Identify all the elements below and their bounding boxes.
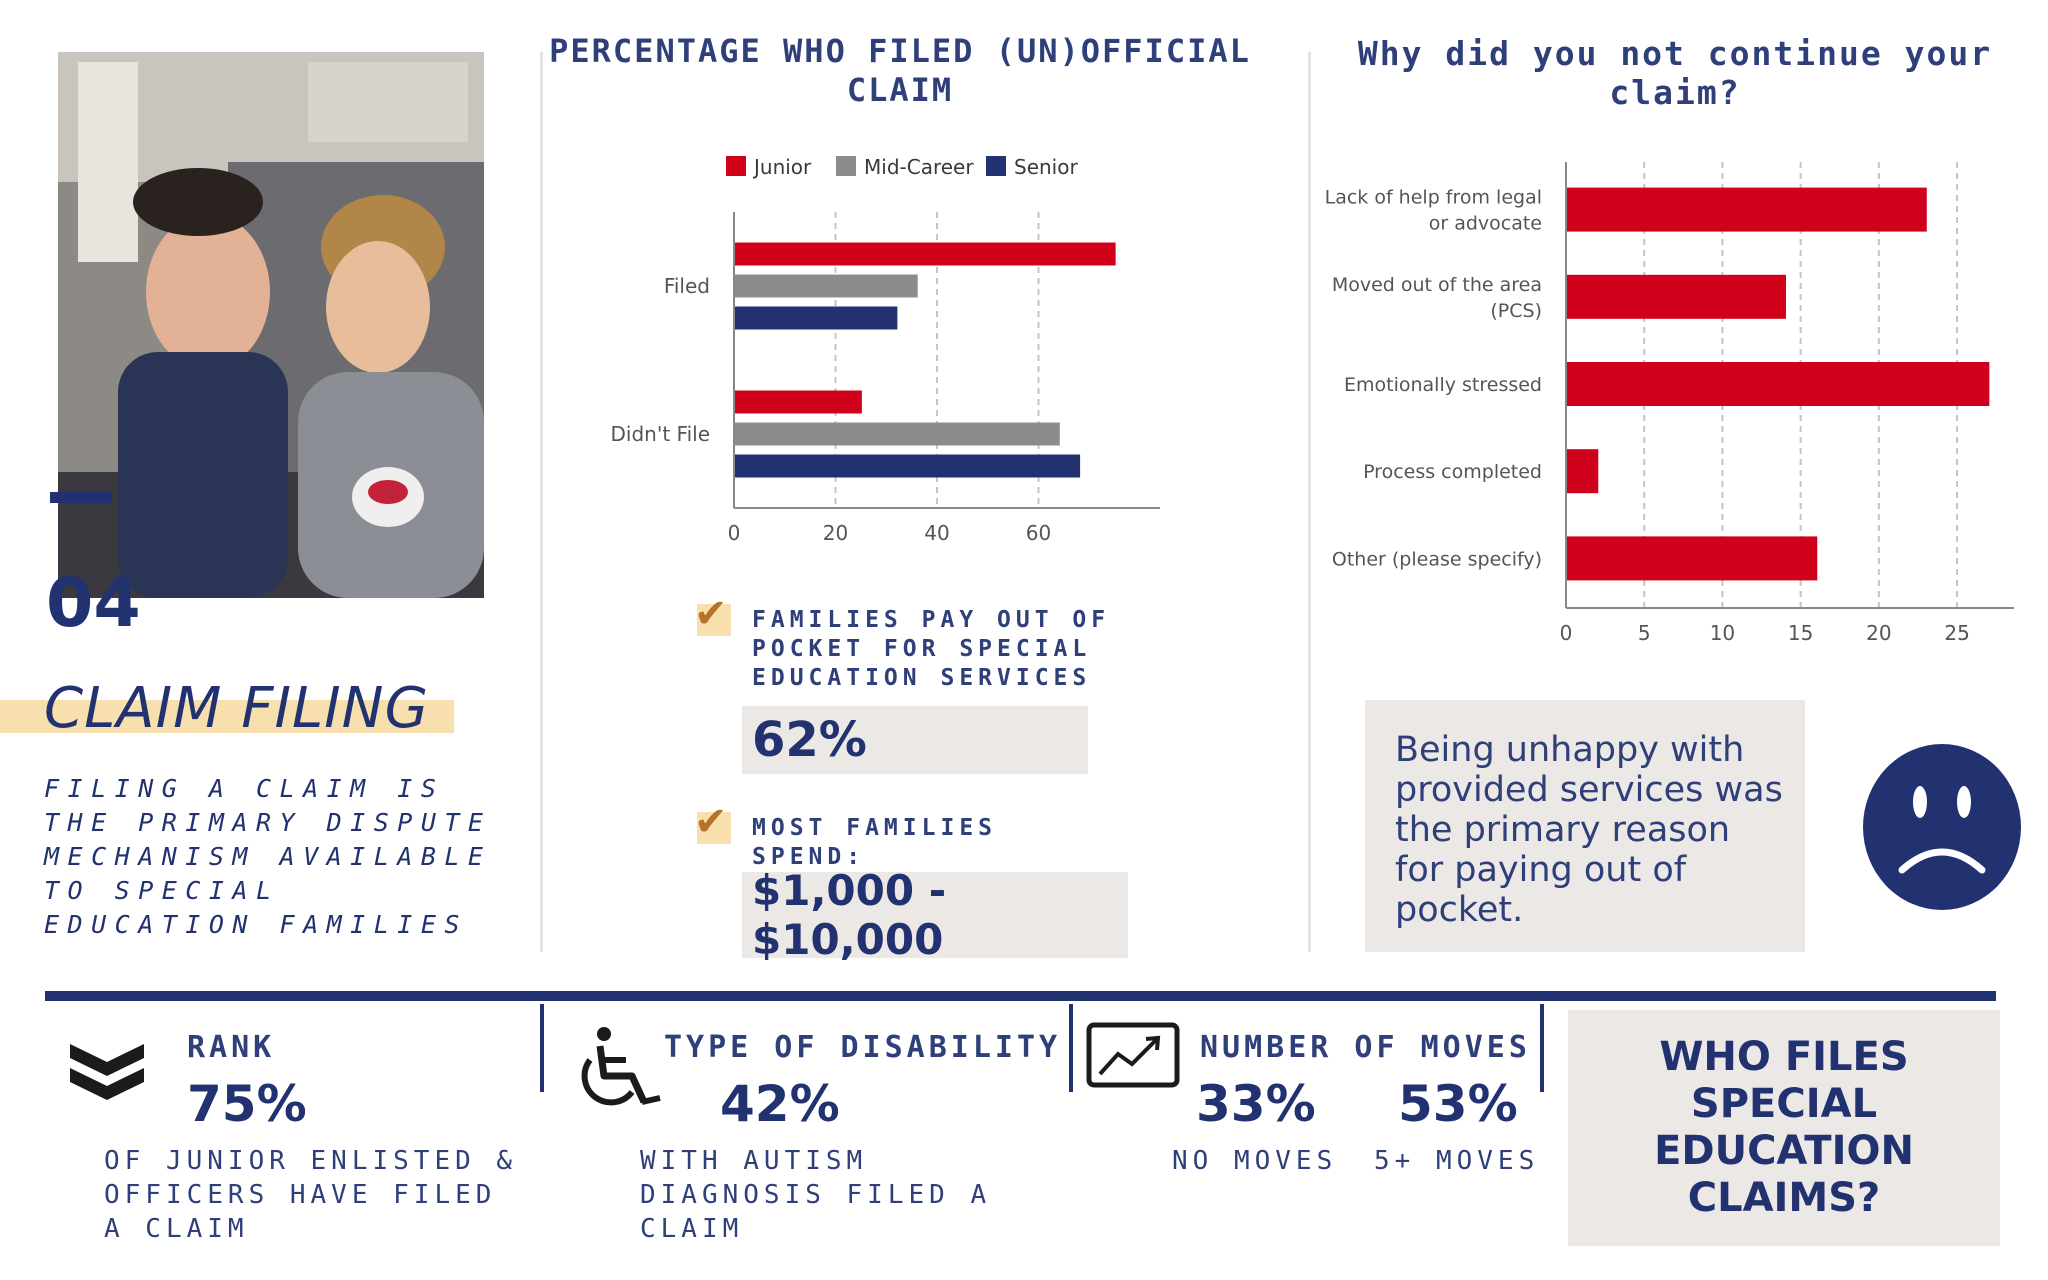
bottom-rule [45, 991, 1996, 1001]
checkmark-icon: ✔ [694, 800, 728, 844]
category-label: Filed [664, 274, 710, 298]
category-label: Didn't File [611, 422, 711, 446]
rank-value: 75% [187, 1075, 307, 1133]
title-highlight [0, 700, 454, 733]
pay-label: FAMILIES PAY OUT OF POCKET FOR SPECIAL E… [752, 607, 1111, 691]
column-divider-1 [540, 52, 543, 952]
disability-heading: TYPE OF DISABILITY [664, 1030, 1062, 1065]
bar [735, 454, 1081, 478]
moves-sub-many: 5+ MOVES [1374, 1146, 1540, 1176]
tick-label: 0 [728, 521, 741, 545]
tick-label: 40 [924, 521, 949, 545]
filed-claim-chart: Junior Mid-Career Senior 0 20 40 60 Filed Didn't… [611, 155, 1160, 545]
bar [735, 390, 862, 414]
legend-label: Mid-Career [864, 155, 974, 179]
checkbox-2 [697, 812, 731, 844]
category-label: Other (please specify) [1332, 548, 1542, 570]
spend-value: $1,000 - $10,000 [742, 866, 1128, 964]
legend-swatch [836, 156, 856, 176]
bottom-divider-3 [1540, 1004, 1544, 1092]
chart1-title: PERCENTAGE WHO FILED (UN)OFFICIAL CLAIM [549, 32, 1251, 109]
tick-label: 20 [823, 521, 848, 545]
family-photo [58, 52, 484, 598]
bar [1567, 536, 1818, 581]
chevron-rank-icon [70, 1044, 144, 1100]
legend-swatch [986, 156, 1006, 176]
tick-label: 15 [1788, 621, 1813, 645]
bar [1567, 187, 1927, 232]
checkmark-icon: ✔ [694, 592, 728, 636]
tick-label: 0 [1560, 621, 1573, 645]
checkbox-1 [697, 604, 731, 636]
spend-label: MOST FAMILIES SPEND: [752, 815, 998, 870]
legend-label: Senior [1014, 155, 1078, 179]
bar [1567, 274, 1786, 319]
wheelchair-icon [581, 1027, 661, 1106]
category-label: Emotionally stressed [1344, 374, 1542, 396]
bar [735, 306, 898, 330]
moves-value-none: 33% [1196, 1075, 1316, 1133]
section-number-bar [50, 492, 112, 503]
legend-swatch [726, 156, 746, 176]
chart2-title: Why did you not continue your claim? [1357, 34, 1993, 112]
tick-label: 60 [1026, 521, 1051, 545]
moves-sub-none: NO MOVES [1172, 1146, 1338, 1176]
rank-sub: OF JUNIOR ENLISTED & OFFICERS HAVE FILED… [104, 1146, 518, 1244]
who-files-text: WHO FILES SPECIAL EDUCATION CLAIMS? [1654, 1034, 1914, 1221]
bar [735, 422, 1060, 446]
category-label: Process completed [1363, 461, 1542, 483]
bottom-divider-1 [540, 1004, 544, 1092]
note-box: Being unhappy with provided services was… [1365, 700, 1805, 952]
moves-value-many: 53% [1398, 1075, 1518, 1133]
sad-face-icon [1863, 744, 2021, 910]
tick-label: 5 [1638, 621, 1651, 645]
section-title: CLAIM FILING [44, 676, 429, 741]
bottom-divider-2 [1069, 1004, 1073, 1092]
legend-label: Junior [752, 155, 812, 179]
bar [1567, 362, 1990, 406]
tick-label: 20 [1866, 621, 1891, 645]
tick-label: 25 [1944, 621, 1969, 645]
who-files-box: WHO FILES SPECIAL EDUCATION CLAIMS? [1568, 1010, 2000, 1246]
bar [735, 242, 1116, 266]
bar [735, 274, 918, 298]
category-label: Lack of help from legal or advocate [1325, 187, 1542, 235]
trend-chart-icon [1086, 1022, 1180, 1088]
rank-heading: RANK [187, 1030, 276, 1065]
column-divider-2 [1308, 52, 1311, 952]
disability-value: 42% [720, 1075, 840, 1133]
category-label: Moved out of the area (PCS) [1332, 274, 1542, 322]
pay-value: 62% [742, 706, 1088, 774]
section-number: 04 [46, 564, 141, 643]
not-continue-chart: 0 5 10 15 20 25 Lack of help from legal or advo… [1325, 162, 2014, 645]
section-description: FILING A CLAIM IS THE PRIMARY DISPUTE ME… [44, 774, 492, 939]
tick-label: 10 [1710, 621, 1735, 645]
disability-sub: WITH AUTISM DIAGNOSIS FILED A CLAIM [640, 1146, 992, 1244]
bar [1567, 449, 1599, 494]
moves-heading: NUMBER OF MOVES [1200, 1030, 1531, 1065]
note-text: Being unhappy with provided services was… [1395, 730, 1783, 930]
